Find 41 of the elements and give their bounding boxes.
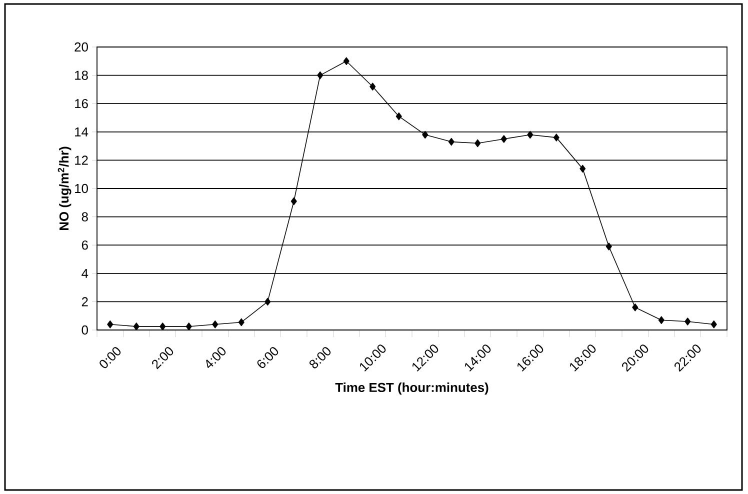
y-tick-label: 6 (82, 240, 88, 250)
point (396, 112, 402, 120)
point (710, 320, 717, 328)
y-tick-label: 20 (74, 42, 88, 52)
point (264, 298, 271, 306)
point (160, 322, 166, 330)
point (632, 303, 638, 312)
point (186, 322, 192, 330)
point (448, 138, 454, 146)
point (684, 318, 691, 326)
y-tick-label: 12 (75, 156, 88, 165)
point (527, 130, 534, 139)
y-tick-label: 8 (82, 212, 88, 222)
y-tick-label: 4 (82, 268, 88, 278)
x-tick-label: 8:00 (310, 347, 331, 368)
point (133, 322, 140, 330)
x-axis-title: Time EST (hour:minutes) (335, 382, 488, 395)
y-axis-title: NO (ug/m$^{2}$/hr) (58, 146, 72, 230)
point (606, 242, 612, 250)
point (474, 139, 481, 148)
point (317, 71, 324, 80)
point (553, 134, 560, 142)
point (580, 164, 586, 173)
y-tick-label: 16 (75, 99, 88, 108)
point (343, 57, 350, 66)
point (500, 135, 507, 143)
y-tick-label: 18 (75, 70, 88, 80)
point (238, 318, 244, 326)
y-tick-label: 10 (75, 184, 88, 194)
x-tick-label: 4:00 (206, 347, 226, 368)
point (422, 130, 428, 139)
point (290, 197, 297, 206)
x-tick-label: 0:00 (100, 347, 121, 368)
x-tick-label: 6:00 (257, 347, 278, 368)
y-tick-label: 0 (82, 325, 88, 335)
point (212, 320, 218, 328)
point (658, 316, 664, 324)
point (107, 320, 114, 328)
y-tick-label: 2 (82, 297, 88, 306)
point (370, 82, 376, 90)
y-tick-label: 14 (75, 127, 88, 136)
